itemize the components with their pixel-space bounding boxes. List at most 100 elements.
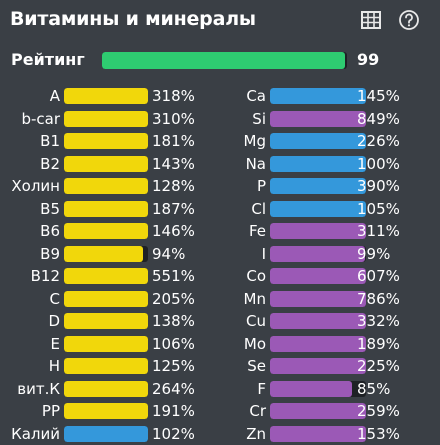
mineral-label: I — [262, 245, 266, 263]
mineral-bar — [270, 313, 366, 329]
mineral-bar-fill — [270, 156, 366, 172]
mineral-label: Cu — [246, 312, 266, 330]
mineral-bar — [270, 178, 366, 194]
mineral-value: 189% — [357, 335, 400, 353]
nutrient-bar-fill — [64, 403, 148, 419]
nutrient-bar-fill — [64, 223, 148, 239]
nutrient-bar — [64, 291, 148, 307]
nutrient-value: 102% — [152, 425, 195, 443]
mineral-label: Cl — [251, 200, 266, 218]
mineral-bar-fill — [270, 88, 366, 104]
mineral-value: 100% — [357, 155, 400, 173]
mineral-bar — [270, 201, 366, 217]
mineral-label: Na — [246, 155, 266, 173]
mineral-bar — [270, 156, 366, 172]
mineral-bar-fill — [270, 111, 366, 127]
mineral-label: F — [257, 380, 266, 398]
mineral-row: Cl 105% — [212, 198, 412, 221]
nutrient-value: 187% — [152, 200, 195, 218]
nutrient-bar — [64, 336, 148, 352]
nutrient-row: B5 187% — [0, 198, 200, 221]
nutrient-bar — [64, 88, 148, 104]
mineral-label: Mn — [244, 290, 266, 308]
mineral-row: P 390% — [212, 175, 412, 198]
mineral-bar — [270, 381, 366, 397]
table-icon[interactable] — [360, 9, 382, 31]
nutrient-bar-fill — [64, 268, 148, 284]
mineral-bar-fill — [270, 403, 366, 419]
mineral-value: 153% — [357, 425, 400, 443]
nutrient-label: H — [49, 357, 60, 375]
mineral-label: Zn — [246, 425, 266, 443]
mineral-label: P — [257, 177, 266, 195]
mineral-bar-fill — [270, 133, 366, 149]
nutrient-bar-fill — [64, 156, 148, 172]
nutrient-bar-fill — [64, 291, 148, 307]
mineral-value: 607% — [357, 267, 400, 285]
nutrient-label: B1 — [40, 132, 60, 150]
mineral-row: Zn 153% — [212, 423, 412, 445]
nutrient-value: 551% — [152, 267, 195, 285]
mineral-bar-fill — [270, 381, 352, 397]
mineral-value: 105% — [357, 200, 400, 218]
mineral-bar-fill — [270, 291, 366, 307]
mineral-bar — [270, 426, 366, 442]
mineral-bar-fill — [270, 178, 366, 194]
mineral-value: 390% — [357, 177, 400, 195]
mineral-bar-fill — [270, 223, 366, 239]
nutrient-bar — [64, 133, 148, 149]
nutrient-value: 106% — [152, 335, 195, 353]
mineral-label: Mg — [244, 132, 266, 150]
mineral-value: 786% — [357, 290, 400, 308]
page-title: Витамины и минералы — [10, 8, 256, 30]
nutrient-row: H 125% — [0, 355, 200, 378]
mineral-bar-fill — [270, 201, 366, 217]
nutrient-label: B9 — [40, 245, 60, 263]
nutrient-label: Холин — [11, 177, 60, 195]
mineral-bar — [270, 403, 366, 419]
mineral-value: 145% — [357, 87, 400, 105]
mineral-bar — [270, 223, 366, 239]
nutrient-label: B6 — [40, 222, 60, 240]
nutrient-value: 191% — [152, 402, 195, 420]
nutrient-bar — [64, 426, 148, 442]
nutrient-bar-fill — [64, 381, 148, 397]
nutrient-bar-fill — [64, 336, 148, 352]
nutrient-bar — [64, 313, 148, 329]
nutrient-bar — [64, 268, 148, 284]
nutrient-label: B5 — [40, 200, 60, 218]
mineral-label: Se — [247, 357, 266, 375]
help-icon[interactable] — [398, 9, 420, 31]
rating-bar — [102, 52, 347, 69]
mineral-row: Si 849% — [212, 108, 412, 131]
mineral-label: Si — [252, 110, 266, 128]
mineral-value: 226% — [357, 132, 400, 150]
rating-bar-fill — [102, 52, 345, 69]
nutrient-bar — [64, 223, 148, 239]
nutrient-value: 181% — [152, 132, 195, 150]
nutrient-value: 125% — [152, 357, 195, 375]
mineral-value: 849% — [357, 110, 400, 128]
rating-value: 99 — [357, 50, 379, 69]
nutrient-label: PP — [42, 402, 60, 420]
mineral-bar-fill — [270, 336, 366, 352]
nutrient-bar — [64, 246, 148, 262]
nutrient-bar — [64, 156, 148, 172]
nutrient-value: 138% — [152, 312, 195, 330]
mineral-bar — [270, 246, 366, 262]
nutrient-label: E — [51, 335, 60, 353]
nutrient-label: b-car — [21, 110, 60, 128]
